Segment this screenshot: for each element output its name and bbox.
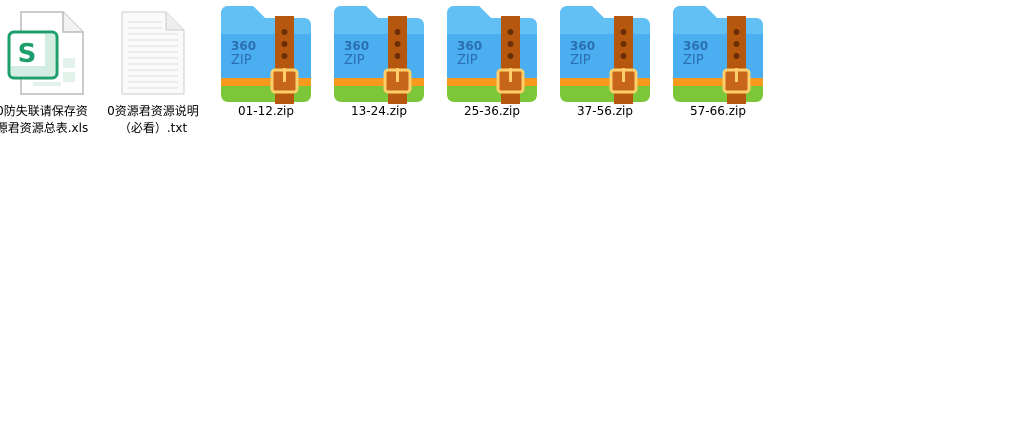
spreadsheet-icon: S [7,11,85,95]
file-name: 37-56.zip [577,104,633,118]
svg-text:ZIP: ZIP [683,53,704,68]
svg-text:360: 360 [457,39,482,53]
text-file-icon [121,11,185,95]
file-name: 0防失联请保存资源君资源总表.xls [0,104,89,135]
zip-archive-icon: 360 ZIP [334,6,424,104]
svg-text:360: 360 [683,39,708,53]
file-name: 0资源君资源说明（必看）.txt [107,104,199,135]
svg-text:360: 360 [231,39,256,53]
zip-archive-icon: 360 ZIP [447,6,537,104]
svg-text:360: 360 [344,39,369,53]
zip-archive-icon: 360 ZIP [673,6,763,104]
svg-text:ZIP: ZIP [570,53,591,68]
svg-text:ZIP: ZIP [231,53,252,68]
zip-archive-icon: 360 ZIP [221,6,311,104]
svg-text:360: 360 [570,39,595,53]
file-name: 01-12.zip [238,104,294,118]
zip-archive-icon: 360 ZIP [560,6,650,104]
file-name: 13-24.zip [351,104,407,118]
file-name: 57-66.zip [690,104,746,118]
svg-text:ZIP: ZIP [344,53,365,68]
svg-text:ZIP: ZIP [457,53,478,68]
file-name: 25-36.zip [464,104,520,118]
svg-text:S: S [18,39,37,69]
